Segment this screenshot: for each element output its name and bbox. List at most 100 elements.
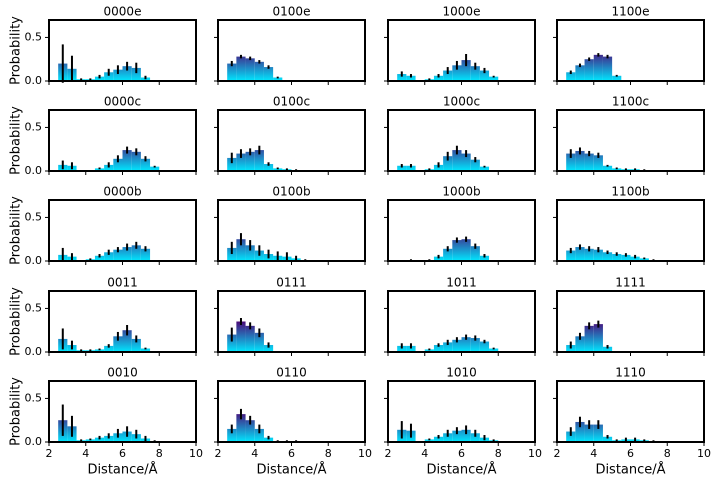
x-tick-label: 10 (697, 447, 711, 460)
panel-title: 0010 (107, 366, 138, 380)
panel-title: 0011 (107, 276, 138, 290)
y-tick-label: 0.5 (25, 120, 43, 133)
bar (443, 433, 453, 442)
panel: 0100c (214, 95, 366, 175)
bar (94, 168, 105, 171)
bar (150, 166, 160, 171)
x-tick-label: 6 (627, 447, 634, 460)
bar (566, 153, 576, 171)
bar (602, 252, 613, 261)
bar (236, 239, 246, 261)
bar (122, 247, 132, 261)
bar (273, 168, 283, 171)
panel: 0.0 0.5 0011 Probability (9, 276, 197, 358)
bar (94, 349, 105, 352)
panel-title: 1100e (612, 5, 650, 19)
panel: 0.0 0.5 0000c Probability (9, 95, 197, 177)
bar (85, 439, 95, 442)
bar (593, 54, 603, 81)
x-tick-label: 4 (590, 447, 597, 460)
panel: 0111 (214, 276, 366, 356)
bar (433, 256, 444, 261)
panel: 1100e (553, 5, 705, 85)
x-axis-label: Distance/Å (87, 462, 157, 478)
bar (566, 72, 576, 81)
x-tick-label: 6 (119, 447, 126, 460)
panel-title: 0000b (103, 185, 141, 199)
bar (639, 258, 649, 261)
bar (94, 255, 105, 261)
bar (131, 245, 141, 261)
bar (470, 159, 480, 171)
bar (227, 247, 237, 261)
panel-title: 1010 (446, 366, 477, 380)
y-axis-label: Probability (9, 106, 24, 175)
bar (584, 248, 594, 261)
bar (113, 249, 123, 261)
bar (104, 252, 114, 261)
bar (424, 349, 434, 352)
bar (131, 151, 141, 171)
panel-title: 0100e (273, 5, 311, 19)
bar (113, 69, 123, 81)
bar (575, 65, 585, 81)
bar (104, 164, 114, 171)
bar (433, 436, 444, 442)
bar (406, 345, 416, 352)
panel: 2 4 6 8 10 1110 Distance/Å (553, 366, 711, 478)
bar (236, 153, 246, 171)
bar (397, 165, 407, 171)
x-tick-label: 8 (664, 447, 671, 460)
bar (94, 76, 105, 81)
bar (612, 75, 622, 81)
bar (593, 249, 603, 261)
panel-title: 0000e (104, 5, 142, 19)
bar (602, 165, 613, 171)
x-tick-label: 10 (528, 447, 542, 460)
bar (433, 75, 444, 81)
panel-title: 0100c (273, 95, 310, 109)
bar (612, 254, 622, 261)
panel-title: 1000e (443, 5, 481, 19)
bar (470, 433, 480, 442)
x-tick-label: 2 (215, 447, 222, 460)
x-tick-label: 4 (421, 447, 428, 460)
bar (489, 76, 499, 81)
panel-title: 0111 (276, 276, 307, 290)
y-tick-label: 0.5 (25, 301, 43, 314)
x-tick-label: 2 (385, 447, 392, 460)
bar (245, 420, 255, 442)
panel: 1000c (384, 95, 536, 175)
bar (575, 336, 585, 352)
panel: 0.0 0.5 0000b Probability (9, 185, 197, 267)
x-tick-label: 2 (554, 447, 561, 460)
bar (452, 65, 462, 81)
bar (461, 337, 471, 352)
bar (122, 66, 132, 81)
bar (406, 165, 416, 171)
bar (443, 70, 453, 81)
bar (131, 67, 141, 81)
x-tick-label: 4 (82, 447, 89, 460)
panel: 1000e (384, 5, 536, 85)
panel-title: 0110 (276, 366, 307, 380)
bar (263, 67, 274, 81)
x-tick-label: 8 (156, 447, 163, 460)
bar (122, 150, 132, 171)
bar (227, 334, 237, 352)
bar (461, 60, 471, 81)
panel: 1011 (384, 276, 536, 356)
bar (273, 77, 283, 81)
bar (584, 59, 594, 81)
bar (397, 74, 407, 81)
y-tick-label: 0.5 (25, 210, 43, 223)
x-tick-label: 6 (458, 447, 465, 460)
bar (245, 151, 255, 171)
bar (575, 150, 585, 171)
panel-title: 1000c (443, 95, 480, 109)
panel: 0.0 0.5 0000e Probability (9, 5, 197, 87)
bar (254, 61, 264, 81)
y-axis-label: Probability (9, 287, 24, 356)
bar (461, 153, 471, 171)
panel: 2 4 6 8 10 0110 Distance/Å (214, 366, 372, 478)
